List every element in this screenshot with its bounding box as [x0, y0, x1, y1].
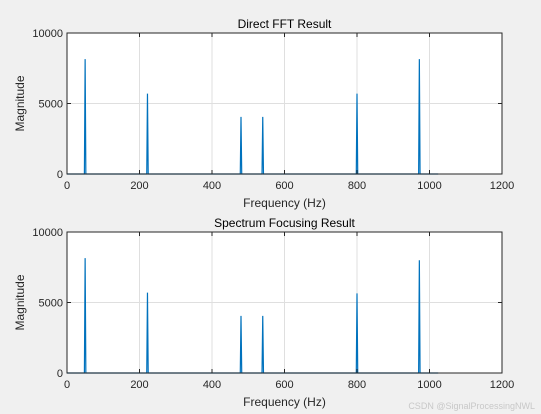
- watermark: CSDN @SignalProcessingNWL: [408, 401, 535, 411]
- x-axis-label: Frequency (Hz): [243, 196, 326, 210]
- axes-2: 0 200 400 600 800 1000 1200 0 5000 10000 Spectrum …: [13, 216, 514, 409]
- x-tick-label: 600: [275, 379, 293, 391]
- x-tick-label: 0: [64, 379, 70, 391]
- x-tick-label: 0: [64, 180, 70, 192]
- axes-1: 0 200 400 600 800 1000 1200 0 5000 10000 Direct FF…: [13, 17, 514, 210]
- y-tick-label: 10000: [32, 28, 63, 40]
- x-tick-label: 200: [130, 379, 148, 391]
- y-tick-label: 10000: [32, 227, 63, 239]
- x-tick-label: 600: [275, 180, 293, 192]
- x-axis-label: Frequency (Hz): [243, 395, 326, 409]
- y-tick-label: 5000: [39, 298, 63, 310]
- y-tick-label: 5000: [39, 99, 63, 111]
- x-tick-label: 1200: [490, 180, 514, 192]
- chart-title: Spectrum Focusing Result: [214, 216, 355, 230]
- x-tick-label: 400: [203, 180, 221, 192]
- y-axis-label: Magnitude: [13, 274, 27, 330]
- x-tick-label: 200: [130, 180, 148, 192]
- x-tick-label: 1000: [417, 379, 441, 391]
- y-tick-label: 0: [57, 368, 63, 380]
- x-tick-label: 1000: [417, 180, 441, 192]
- chart-title: Direct FFT Result: [238, 17, 332, 31]
- y-axis-label: Magnitude: [13, 75, 27, 131]
- x-tick-label: 800: [348, 379, 366, 391]
- y-tick-label: 0: [57, 169, 63, 181]
- x-tick-label: 400: [203, 379, 221, 391]
- x-tick-label: 1200: [490, 379, 514, 391]
- x-tick-label: 800: [348, 180, 366, 192]
